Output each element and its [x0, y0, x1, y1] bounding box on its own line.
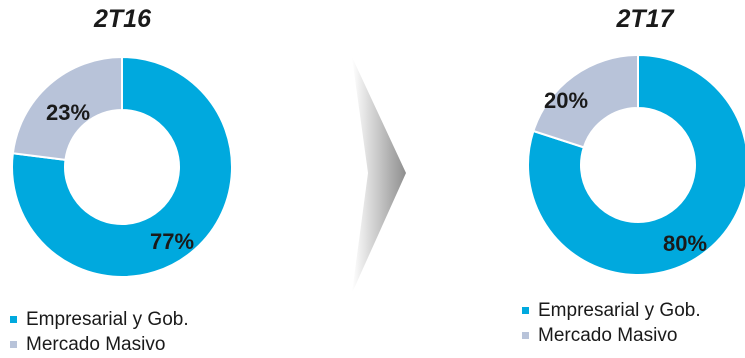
- donut-plot: 80% 20%: [527, 53, 745, 276]
- legend-item-mass-market: Mercado Masivo: [522, 323, 701, 348]
- data-label-mass-market: 23%: [46, 100, 90, 125]
- legend-item-business: Empresarial y Gob.: [522, 298, 701, 323]
- chart-title: 2T17: [616, 5, 674, 33]
- chart-title: 2T16: [94, 5, 151, 33]
- donut-chart-2t17: 2T17 80% 20% Empresarial y Gob. Mercado M…: [510, 0, 745, 358]
- legend-swatch-business: [10, 316, 17, 323]
- legend-swatch-mass-market: [10, 341, 17, 348]
- legend: Empresarial y Gob. Mercado Masivo: [522, 298, 701, 348]
- chevron-right-icon: [352, 57, 406, 293]
- legend-swatch-mass-market: [522, 332, 529, 339]
- donut-chart-2t16: 2T16 77% 23% Empresarial y Gob. Mercado M…: [0, 0, 245, 358]
- legend-label-mass-market: Mercado Masivo: [538, 324, 678, 346]
- legend-item-business: Empresarial y Gob.: [10, 307, 189, 332]
- slice-mass-market: [532, 53, 639, 149]
- data-label-mass-market: 20%: [544, 88, 588, 113]
- legend: Empresarial y Gob. Mercado Masivo: [10, 307, 189, 357]
- data-label-business: 80%: [663, 231, 707, 256]
- donut-plot: 77% 23%: [11, 55, 233, 278]
- slice-mass-market: [11, 55, 123, 161]
- legend-label-business: Empresarial y Gob.: [26, 308, 189, 330]
- slice-business: [11, 55, 233, 278]
- data-label-business: 77%: [150, 229, 194, 254]
- legend-label-business: Empresarial y Gob.: [538, 299, 701, 321]
- legend-label-mass-market: Mercado Masivo: [26, 333, 166, 355]
- legend-swatch-business: [522, 307, 529, 314]
- slice-business: [527, 53, 745, 276]
- legend-item-mass-market: Mercado Masivo: [10, 332, 189, 357]
